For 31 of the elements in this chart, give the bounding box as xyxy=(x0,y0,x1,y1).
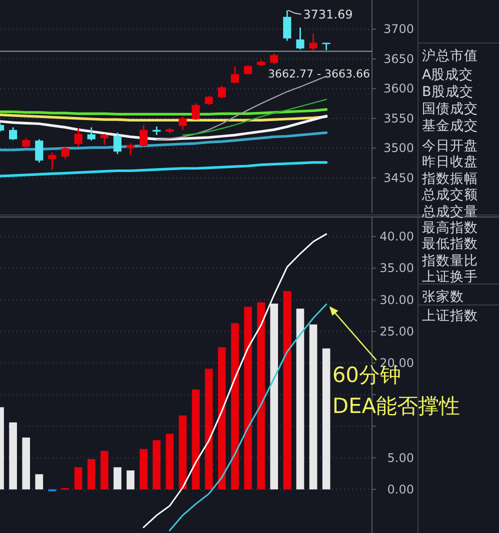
ytick: 3450 xyxy=(383,170,414,185)
sidebar-label: 总成交量 xyxy=(422,204,478,220)
sidebar-label: 今日开盘 xyxy=(422,138,478,154)
sidebar-label: 上证换手 xyxy=(422,269,478,285)
sidebar-label: 沪总市值 xyxy=(422,48,478,64)
band-label: 3662.77 - 3663.66 xyxy=(268,67,370,80)
ytick: 40.00 xyxy=(380,230,414,244)
ytick: 5.00 xyxy=(387,450,414,465)
annotation: 3731.69 xyxy=(303,7,353,22)
sidebar-label: 最低指数 xyxy=(422,236,478,252)
sidebar-label: 指数量比 xyxy=(422,253,478,269)
sidebar-label: 上证指数 xyxy=(422,308,478,324)
sidebar-label: 最高指数 xyxy=(422,220,478,236)
ytick: 3700 xyxy=(383,22,414,36)
sidebar-label: B股成交 xyxy=(422,84,474,100)
sidebar-label: 张家数 xyxy=(422,289,464,305)
annotation: DEA能否撑性 xyxy=(332,394,460,418)
ytick: 0.00 xyxy=(387,482,414,496)
ytick: 3550 xyxy=(383,111,414,126)
ytick: 30.00 xyxy=(380,292,414,307)
ytick: 3650 xyxy=(383,52,414,66)
sidebar-label: 国债成交 xyxy=(422,101,478,117)
ytick: 3500 xyxy=(383,141,414,156)
sidebar-label: 总成交额 xyxy=(422,187,478,203)
sidebar-label: 基金成交 xyxy=(422,118,478,134)
ytick: 35.00 xyxy=(380,261,414,276)
ytick: 3600 xyxy=(383,82,414,96)
ytick: 25.00 xyxy=(380,324,414,338)
sidebar-label: 昨日收盘 xyxy=(422,154,478,170)
sidebar-label: A股成交 xyxy=(422,67,474,83)
sidebar-label: 指数振幅 xyxy=(422,171,478,187)
